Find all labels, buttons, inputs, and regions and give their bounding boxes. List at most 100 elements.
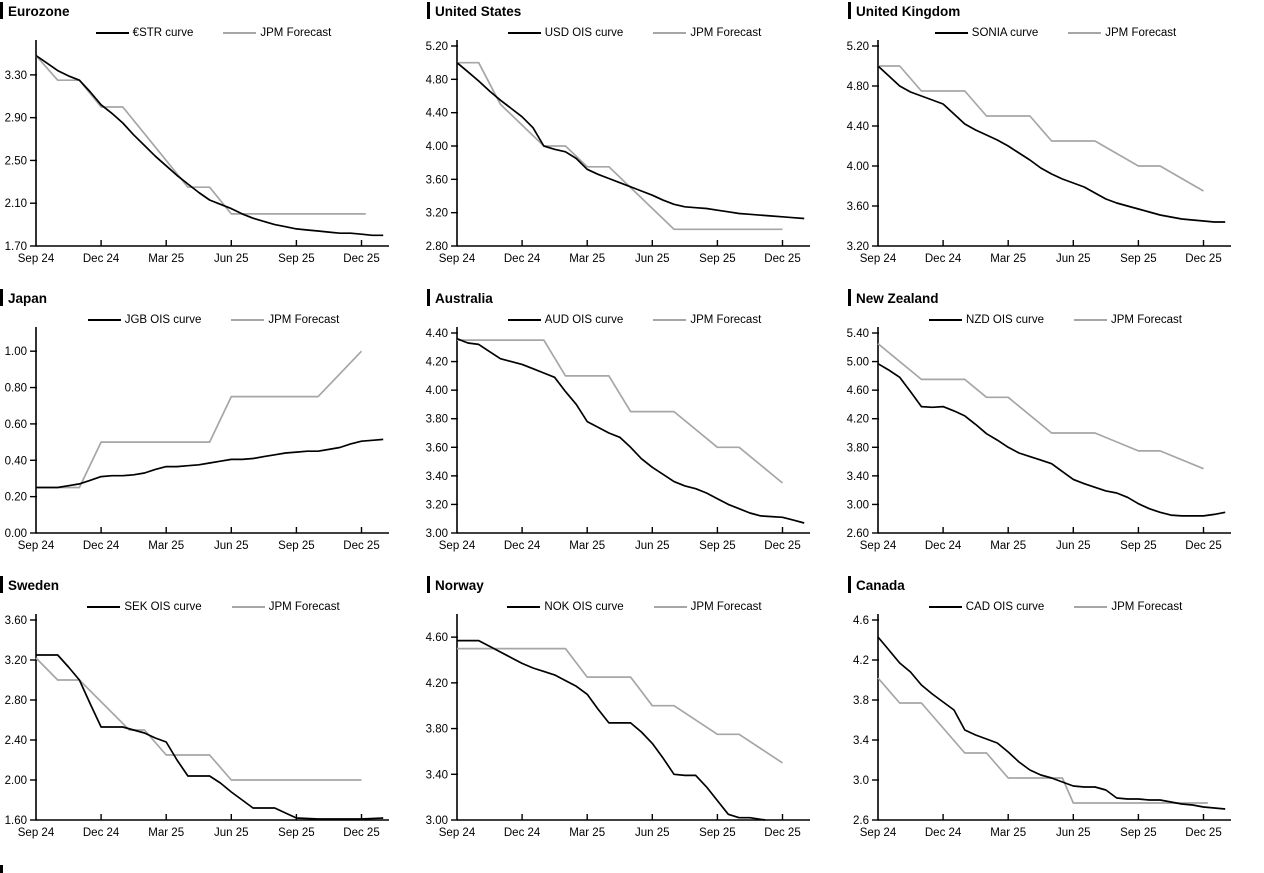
y-tick-label: 4.40 (426, 328, 448, 340)
actual-series-line (456, 337, 805, 524)
legend-line-sample-forecast (653, 32, 687, 34)
chart-title-text: Norway (435, 578, 484, 593)
legend-item-forecast: JPM Forecast (1074, 601, 1182, 613)
y-tick-label: 4.20 (847, 414, 869, 426)
y-tick-label: 2.80 (426, 241, 448, 253)
legend-label-actual: JGB OIS curve (124, 314, 202, 326)
y-tick-label: 1.70 (5, 241, 27, 253)
y-tick-label: 3.0 (853, 775, 869, 787)
x-tick-label: Dec 25 (1185, 827, 1221, 839)
section-marker-bar (848, 289, 851, 306)
chart-panel-eurozone: Eurozone 3.30 2.90 2.50 2.10 1.70 Sep 24 Dec 2… (0, 0, 421, 287)
chart-legend: NOK OIS curve JPM Forecast (457, 601, 812, 613)
y-tick-label: 0.20 (5, 492, 27, 504)
chart-legend: €STR curve JPM Forecast (36, 27, 391, 39)
x-tick-label: Jun 25 (1056, 827, 1091, 839)
y-tick-label: 3.00 (426, 815, 448, 827)
x-tick-label: Mar 25 (990, 540, 1026, 552)
chart-title: Eurozone (0, 2, 70, 19)
forecast-series-line (878, 65, 1204, 192)
chart-title: Sweden (0, 576, 59, 593)
x-tick-label: Sep 25 (278, 253, 314, 265)
chart-title: Japan (0, 289, 47, 306)
y-tick-label: 4.80 (426, 74, 448, 86)
chart-title: New Zealand (848, 289, 939, 306)
actual-series-line (36, 654, 384, 820)
legend-label-actual: €STR curve (132, 27, 194, 39)
x-tick-label: Dec 25 (1185, 540, 1221, 552)
forecast-series-line (877, 343, 1204, 470)
chart-title: United States (427, 2, 521, 19)
legend-label-forecast: JPM Forecast (1111, 601, 1183, 613)
x-tick-label: Sep 24 (439, 253, 476, 265)
legend-line-sample-forecast (231, 319, 265, 321)
legend-label-forecast: JPM Forecast (268, 601, 340, 613)
legend-line-sample-forecast (653, 606, 687, 608)
chart-legend: CAD OIS curve JPM Forecast (878, 601, 1233, 613)
y-tick-label: 0.00 (5, 528, 27, 540)
y-tick-label: 2.90 (5, 113, 27, 125)
chart-title-text: New Zealand (856, 291, 939, 306)
x-tick-label: Dec 24 (925, 253, 962, 265)
chart-legend: SONIA curve JPM Forecast (878, 27, 1233, 39)
actual-series-line (877, 362, 1226, 517)
chart-title-text: Japan (8, 291, 48, 306)
x-tick-label: Mar 25 (569, 827, 605, 839)
y-tick-label: 1.00 (5, 346, 27, 358)
y-tick-label: 2.80 (5, 695, 27, 707)
x-tick-label: Mar 25 (148, 827, 184, 839)
x-tick-label: Dec 24 (504, 253, 541, 265)
legend-label-actual: NZD OIS curve (966, 314, 1045, 326)
x-tick-label: Dec 24 (504, 827, 541, 839)
y-tick-label: 4.40 (847, 121, 869, 133)
chart-title: United Kingdom (848, 2, 960, 19)
y-tick-label: 5.00 (847, 357, 869, 369)
y-tick-label: 3.20 (847, 241, 869, 253)
x-tick-label: Mar 25 (148, 253, 184, 265)
legend-line-sample-actual (507, 32, 541, 34)
legend-item-forecast: JPM Forecast (1068, 27, 1176, 39)
legend-line-sample-actual (934, 32, 968, 34)
y-tick-label: 2.40 (5, 735, 27, 747)
legend-label-forecast: JPM Forecast (1105, 27, 1177, 39)
x-tick-label: Dec 24 (83, 253, 120, 265)
legend-item-actual: NZD OIS curve (929, 314, 1044, 326)
chart-panel-united-kingdom: United Kingdom 5.20 4.80 4.40 4.00 3.60 3.20 S… (842, 0, 1263, 287)
x-tick-label: Dec 25 (764, 540, 800, 552)
x-tick-label: Dec 24 (83, 827, 120, 839)
y-tick-label: 2.10 (5, 198, 27, 210)
legend-item-actual: JGB OIS curve (87, 314, 202, 326)
x-tick-label: Sep 25 (1120, 827, 1156, 839)
actual-series-line (36, 438, 384, 489)
x-tick-label: Sep 25 (1120, 253, 1156, 265)
x-tick-label: Dec 25 (343, 540, 379, 552)
y-tick-label: 4.6 (853, 615, 869, 627)
chart-title: Norway (427, 576, 484, 593)
y-tick-label: 3.20 (426, 208, 448, 220)
section-marker-bar (0, 2, 3, 19)
chart-panel-canada: Canada 4.6 4.2 3.8 3.4 3.0 2.6 Sep 24 Dec 24 Mar… (842, 574, 1263, 861)
x-tick-label: Sep 24 (18, 253, 55, 265)
x-tick-label: Dec 24 (925, 827, 962, 839)
x-tick-label: Sep 24 (860, 540, 897, 552)
legend-label-actual: CAD OIS curve (965, 601, 1045, 613)
y-tick-label: 3.80 (426, 414, 448, 426)
x-tick-label: Mar 25 (990, 253, 1026, 265)
x-tick-label: Jun 25 (214, 253, 249, 265)
legend-label-actual: NOK OIS curve (544, 601, 624, 613)
chart-title-text: United Kingdom (856, 4, 961, 19)
actual-series-line (456, 62, 805, 220)
actual-series-line (877, 65, 1226, 223)
chart-title-text: Australia (435, 291, 493, 306)
forecast-series-line (457, 339, 784, 484)
x-tick-label: Sep 24 (18, 540, 55, 552)
y-tick-label: 3.40 (426, 471, 448, 483)
y-tick-label: 4.80 (847, 81, 869, 93)
x-tick-label: Mar 25 (569, 253, 605, 265)
forecast-series-line (877, 677, 1208, 804)
y-tick-label: 2.00 (5, 775, 27, 787)
